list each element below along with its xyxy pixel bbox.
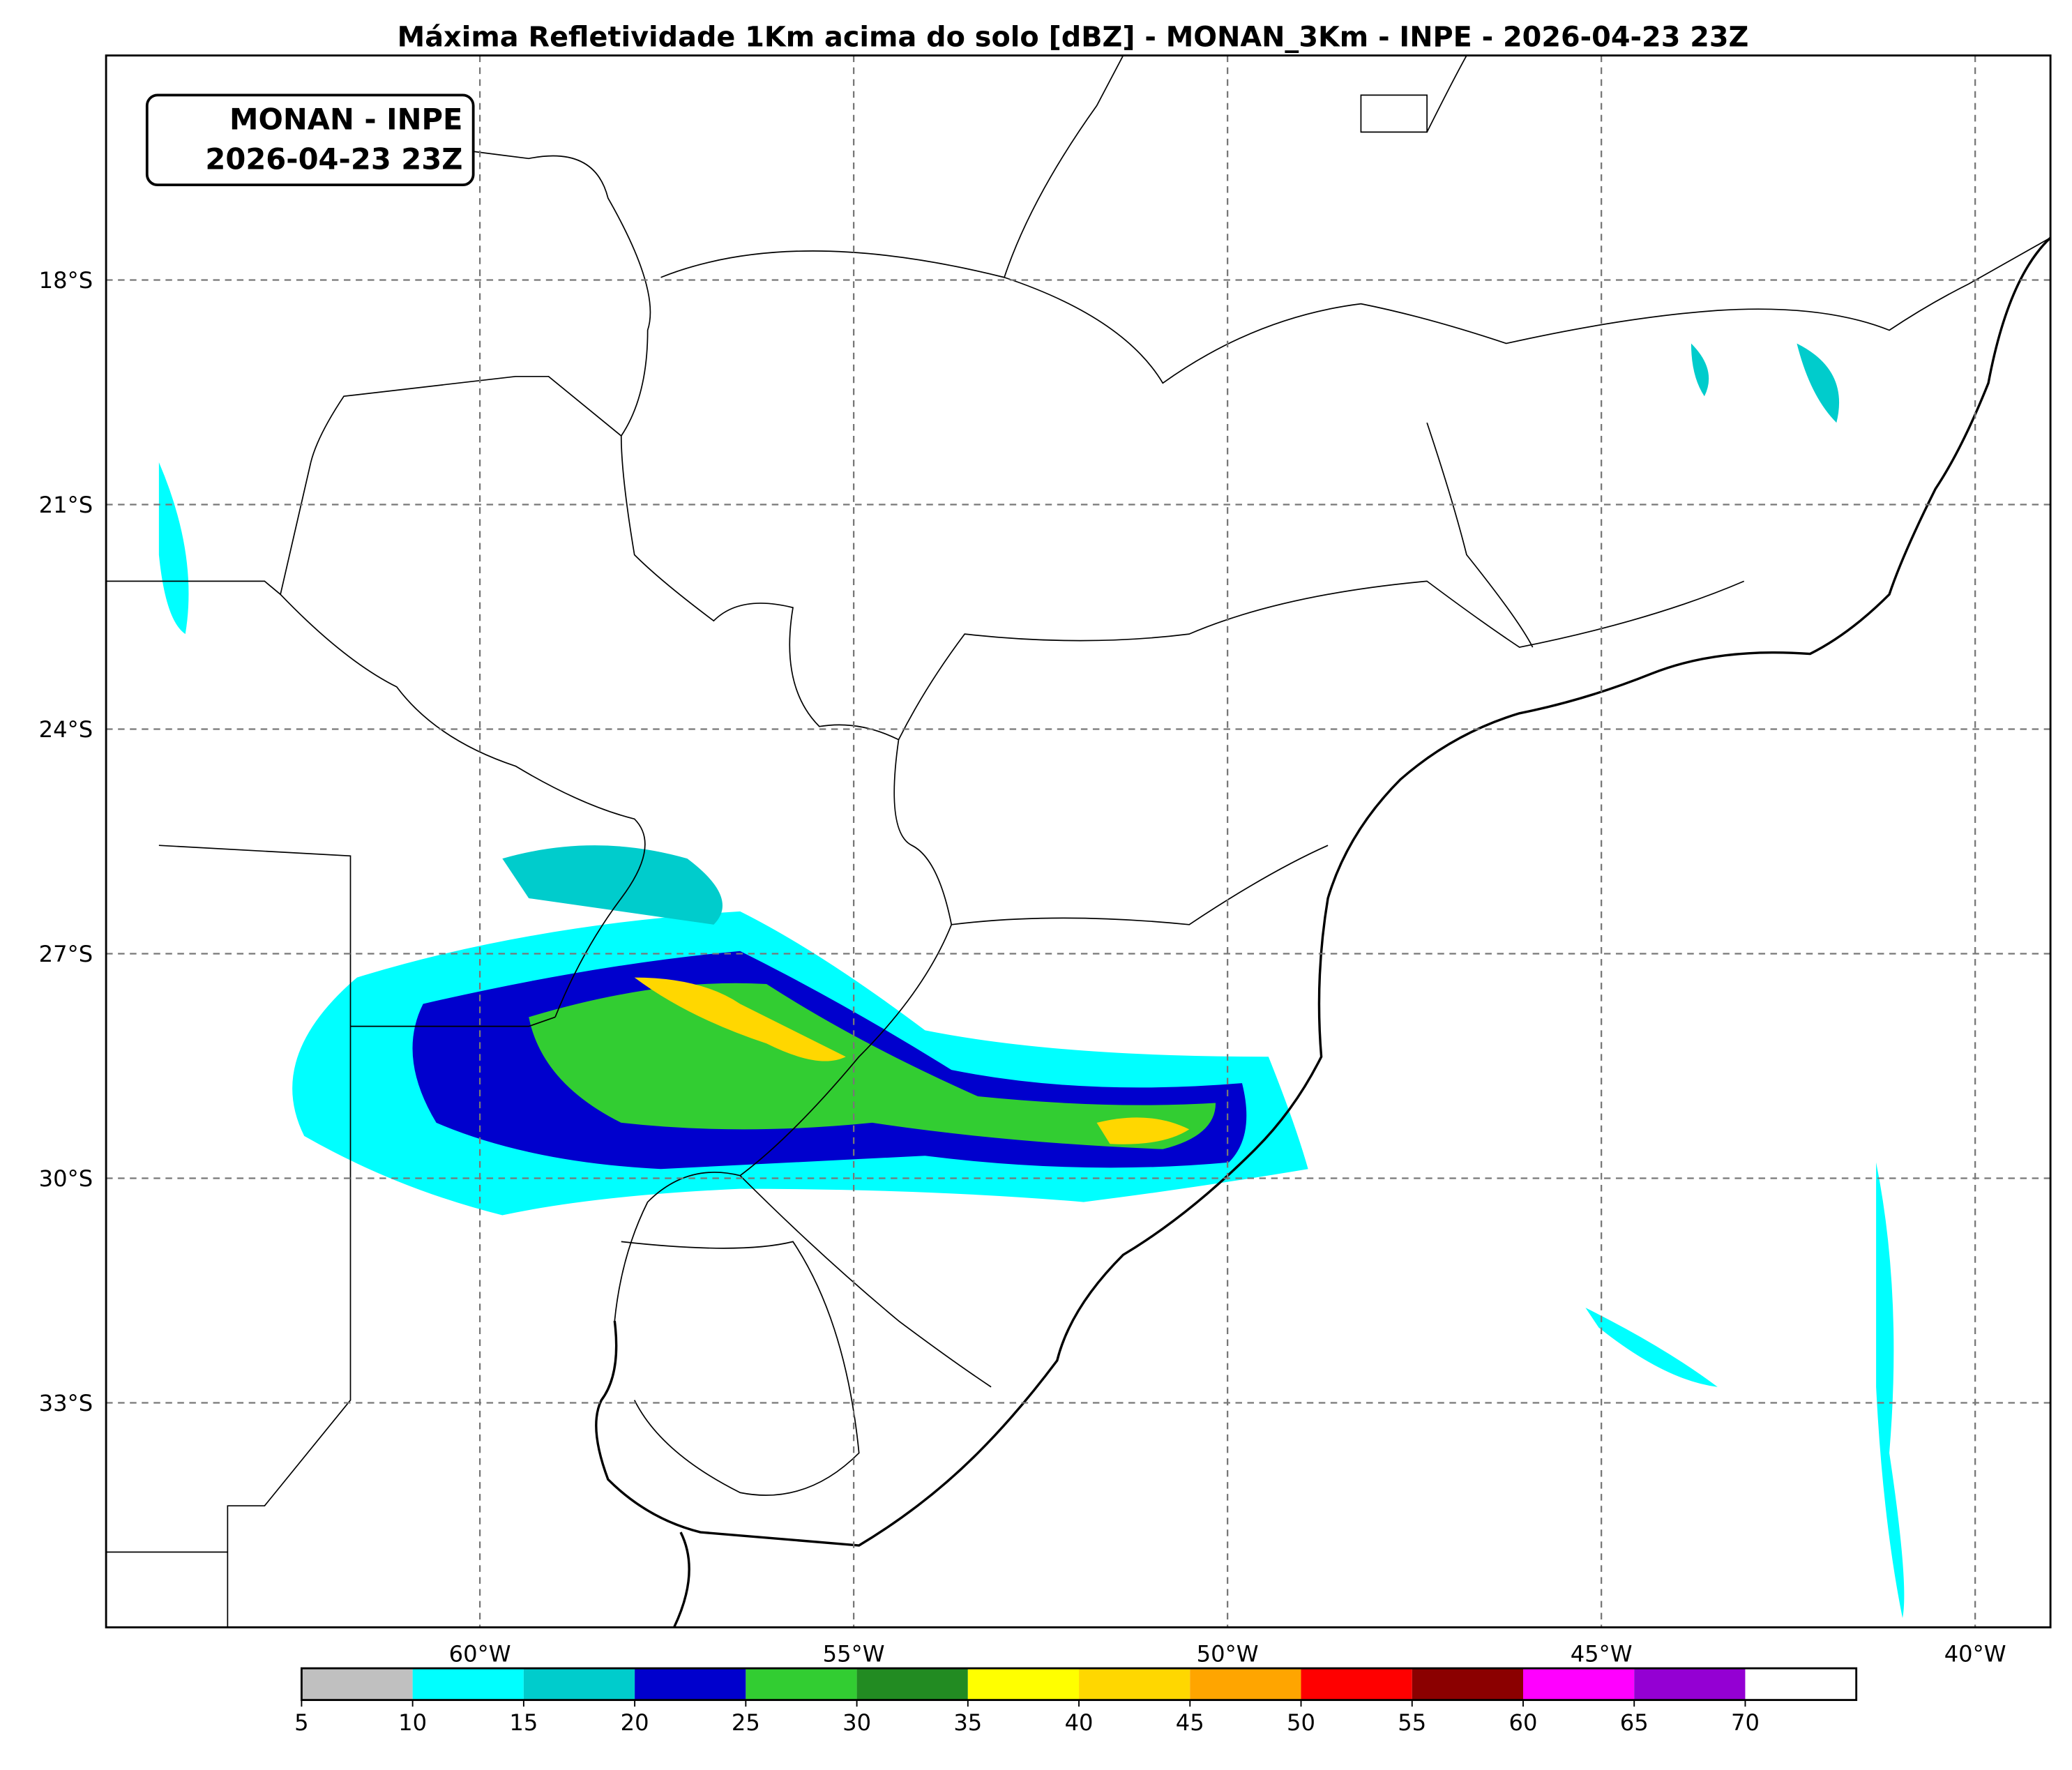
echo-region — [1096, 1117, 1190, 1144]
map-area: MONAN - INPE 2026-04-23 23Z — [105, 54, 2052, 1628]
echo-region — [502, 845, 723, 925]
colorbar-segment — [1301, 1668, 1412, 1700]
echo-region — [1585, 1308, 1718, 1387]
colorbar-segment — [1634, 1668, 1746, 1700]
longitude-label: 55°W — [823, 1641, 885, 1667]
longitude-label: 45°W — [1571, 1641, 1633, 1667]
longitude-label: 40°W — [1944, 1641, 2006, 1667]
colorbar-tick-label: 15 — [509, 1709, 538, 1736]
latitude-label: 21°S — [39, 492, 93, 518]
echo-region — [529, 983, 1216, 1149]
latitude-label: 30°S — [39, 1165, 93, 1192]
colorbar-segment — [1745, 1668, 1857, 1700]
colorbar: 5 10 15 20 25 30 35 40 45 50 55 60 65 70 — [294, 1667, 1858, 1736]
map-title: Máxima Refletividade 1Km acima do solo [… — [398, 21, 1749, 53]
colorbar-segment — [1412, 1668, 1523, 1700]
colorbar-tick-label: 55 — [1398, 1709, 1426, 1736]
colorbar-tick-label: 5 — [294, 1709, 308, 1736]
map-background — [106, 55, 2051, 1628]
echo-region — [634, 977, 846, 1061]
latitude-label: 27°S — [39, 941, 93, 967]
colorbar-tick-label: 60 — [1509, 1709, 1538, 1736]
colorbar-tick-label: 45 — [1176, 1709, 1204, 1736]
boundaries — [106, 55, 2052, 1628]
colorbar-segment — [301, 1668, 413, 1700]
colorbar-tick-label: 65 — [1620, 1709, 1649, 1736]
latitude-label: 33°S — [39, 1390, 93, 1416]
latitude-label: 18°S — [39, 267, 93, 294]
colorbar-tick-label: 70 — [1731, 1709, 1760, 1736]
longitude-label: 60°W — [449, 1641, 511, 1667]
map-frame — [105, 54, 2052, 1628]
echo-region — [1876, 1162, 1905, 1619]
annotation-box — [145, 93, 475, 187]
colorbar-segment — [967, 1668, 1080, 1700]
colorbar-segment — [635, 1668, 746, 1700]
annotation-line: MONAN - INPE — [229, 103, 462, 137]
colorbar-segment — [412, 1668, 524, 1700]
colorbar-tick-label: 10 — [398, 1709, 427, 1736]
colorbar-tick-label: 35 — [953, 1709, 982, 1736]
colorbar-tick-label: 25 — [732, 1709, 760, 1736]
longitude-labels: 60°W 55°W 50°W 45°W 40°W — [449, 1641, 2006, 1667]
latitude-label: 24°S — [39, 716, 93, 743]
colorbar-segment — [856, 1668, 968, 1700]
annotation-line: 2026-04-23 23Z — [205, 142, 462, 176]
colorbar-tick-label: 20 — [621, 1709, 649, 1736]
colorbar-tick-label: 50 — [1287, 1709, 1315, 1736]
latitude-labels: 18°S 21°S 24°S 27°S 30°S 33°S — [39, 267, 93, 1416]
colorbar-segment — [746, 1668, 857, 1700]
graticule — [106, 55, 2051, 1628]
longitude-label: 50°W — [1197, 1641, 1259, 1667]
colorbar-segment — [1522, 1668, 1635, 1700]
colorbar-tick-label: 40 — [1065, 1709, 1094, 1736]
colorbar-segment — [1079, 1668, 1190, 1700]
colorbar-segment — [1190, 1668, 1301, 1700]
colorbar-segment — [523, 1668, 635, 1700]
reflectivity-field — [158, 343, 1905, 1619]
colorbar-tick-label: 30 — [842, 1709, 871, 1736]
